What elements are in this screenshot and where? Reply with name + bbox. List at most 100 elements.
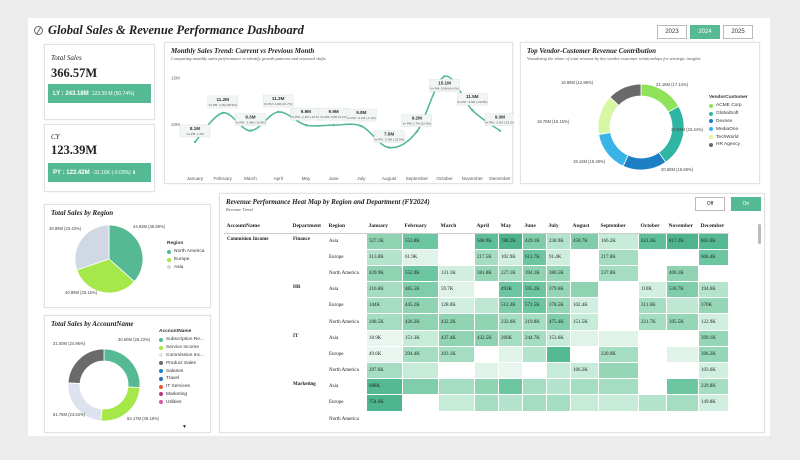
heatmap-cell[interactable] [698, 264, 729, 283]
heatmap-cell[interactable] [438, 378, 475, 396]
trend-point[interactable] [443, 75, 446, 78]
column-header[interactable]: Region [326, 220, 367, 234]
trend-point[interactable] [332, 123, 335, 127]
heatmap-cell[interactable]: 91.4K [546, 248, 571, 266]
legend-item[interactable]: Travel [159, 375, 204, 383]
heatmap-cell[interactable]: 406.1K [666, 264, 699, 283]
heatmap-cell[interactable] [598, 281, 639, 299]
heatmap-cell[interactable]: 493K [498, 281, 523, 299]
heatmap-cell[interactable]: 232.6K [498, 313, 523, 331]
heatmap-cell[interactable] [498, 361, 523, 380]
trend-point[interactable] [471, 108, 474, 112]
legend-item[interactable]: GlobalSoft [709, 110, 748, 118]
heatmap-cell[interactable] [402, 410, 439, 428]
heatmap-cell[interactable]: 227.1K [498, 264, 523, 283]
heatmap-cell[interactable] [666, 345, 699, 364]
trend-point[interactable] [415, 130, 419, 133]
heatmap-cell[interactable] [598, 378, 639, 396]
heatmap-cell[interactable] [666, 248, 699, 266]
heatmap-cell[interactable]: 688K [366, 378, 403, 396]
column-header[interactable]: August [570, 220, 599, 234]
heatmap-cell[interactable] [570, 410, 599, 428]
heatmap-cell[interactable]: 395.5K [666, 313, 699, 331]
heatmap-cell[interactable] [474, 297, 499, 315]
heatmap-cell[interactable]: 399.1K [698, 329, 729, 347]
heatmap-cell[interactable]: 122.9K [698, 313, 729, 331]
heatmap-cell[interactable]: 595.2K [522, 281, 547, 299]
heatmap-cell[interactable]: 220.9K [598, 345, 639, 364]
year-2023-button[interactable]: 2023 [657, 25, 687, 39]
heatmap-cell[interactable]: 207.6K [366, 361, 403, 380]
legend-scroll-down-icon[interactable]: ▼ [182, 425, 187, 430]
heatmap-cell[interactable] [666, 410, 699, 428]
heatmap-cell[interactable] [598, 410, 639, 428]
legend-item[interactable]: Europe [167, 256, 204, 264]
heatmap-cell[interactable]: 380.5K [546, 264, 571, 283]
heatmap-cell[interactable]: 553.8K [402, 232, 439, 250]
heatmap-cell[interactable]: 788.2K [498, 232, 523, 250]
heatmap-cell[interactable] [522, 394, 547, 412]
slice[interactable] [103, 348, 141, 389]
year-2025-button[interactable]: 2025 [723, 25, 753, 39]
column-header[interactable]: February [402, 220, 439, 234]
legend-item[interactable]: HR Agency [709, 141, 748, 149]
heatmap-cell[interactable]: 166.2K [598, 232, 639, 250]
legend-item[interactable]: Utilities [159, 398, 204, 406]
column-header[interactable]: November [666, 220, 699, 234]
heatmap-cell[interactable] [638, 378, 667, 396]
heatmap-cell[interactable] [638, 329, 667, 347]
heatmap-cell[interactable]: 863.6K [698, 232, 729, 250]
heatmap-cell[interactable]: 229.8K [698, 378, 729, 396]
column-header[interactable]: Department [290, 220, 327, 234]
column-header[interactable]: January [366, 220, 403, 234]
trend-point[interactable] [193, 140, 197, 144]
slice[interactable] [67, 348, 105, 384]
heatmap-cell[interactable]: 151.3K [402, 329, 439, 347]
heatmap-cell[interactable] [498, 345, 523, 364]
heatmap-cell[interactable] [546, 361, 571, 380]
heatmap-cell[interactable]: 458.7K [570, 232, 599, 250]
heatmap-cell[interactable]: 151.5K [570, 313, 599, 331]
heatmap-cell[interactable]: 102.4K [570, 297, 599, 315]
heatmap-cell[interactable] [438, 394, 475, 412]
heatmap-cell[interactable] [402, 361, 439, 380]
heatmap-cell[interactable] [666, 361, 699, 380]
heatmap-cell[interactable]: 217.5K [474, 248, 499, 266]
heatmap-cell[interactable]: 754.6K [366, 394, 403, 412]
heatmap-cell[interactable]: 153.6K [546, 329, 571, 347]
heatmap-cell[interactable]: 394.1K [522, 264, 547, 283]
column-header[interactable]: May [498, 220, 523, 234]
column-header[interactable]: AccountName [224, 220, 291, 234]
heatmap-cell[interactable]: 437.4K [438, 329, 475, 347]
heatmap-cell[interactable] [438, 410, 475, 428]
heatmap-cell[interactable] [546, 378, 571, 396]
heatmap-cell[interactable] [666, 394, 699, 412]
heatmap-cell[interactable] [570, 394, 599, 412]
slice[interactable] [640, 83, 680, 113]
heatmap-cell[interactable] [366, 410, 403, 428]
heatmap-cell[interactable]: 131.1K [438, 264, 475, 283]
heatmap-cell[interactable]: 166.2K [570, 361, 599, 380]
heatmap-cell[interactable] [638, 264, 667, 283]
heatmap-cell[interactable] [598, 313, 639, 331]
heatmap-cell[interactable]: 445.2K [402, 297, 439, 315]
heatmap-cell[interactable]: 313.8K [366, 248, 403, 266]
heatmap-cell[interactable]: 606.4K [698, 248, 729, 266]
heatmap-cell[interactable]: 512.4K [498, 297, 523, 315]
heatmap-cell[interactable]: 396.2K [698, 345, 729, 364]
trend-point[interactable] [387, 146, 391, 149]
heatmap-cell[interactable] [638, 345, 667, 364]
heatmap-cell[interactable]: 244.7K [522, 329, 547, 347]
heatmap-cell[interactable] [498, 378, 523, 396]
heatmap-cell[interactable] [570, 264, 599, 283]
heatmap-cell[interactable]: 128.0K [438, 297, 475, 315]
heatmap-cell[interactable] [522, 410, 547, 428]
legend-item[interactable]: Commission Inc... [159, 352, 204, 360]
column-header[interactable]: April [474, 220, 499, 234]
heatmap-cell[interactable] [474, 378, 499, 396]
column-header[interactable]: September [598, 220, 639, 234]
heatmap-cell[interactable]: 221.7K [638, 313, 667, 331]
column-header[interactable]: October [638, 220, 667, 234]
column-header[interactable]: July [546, 220, 571, 234]
slice[interactable] [658, 105, 685, 163]
